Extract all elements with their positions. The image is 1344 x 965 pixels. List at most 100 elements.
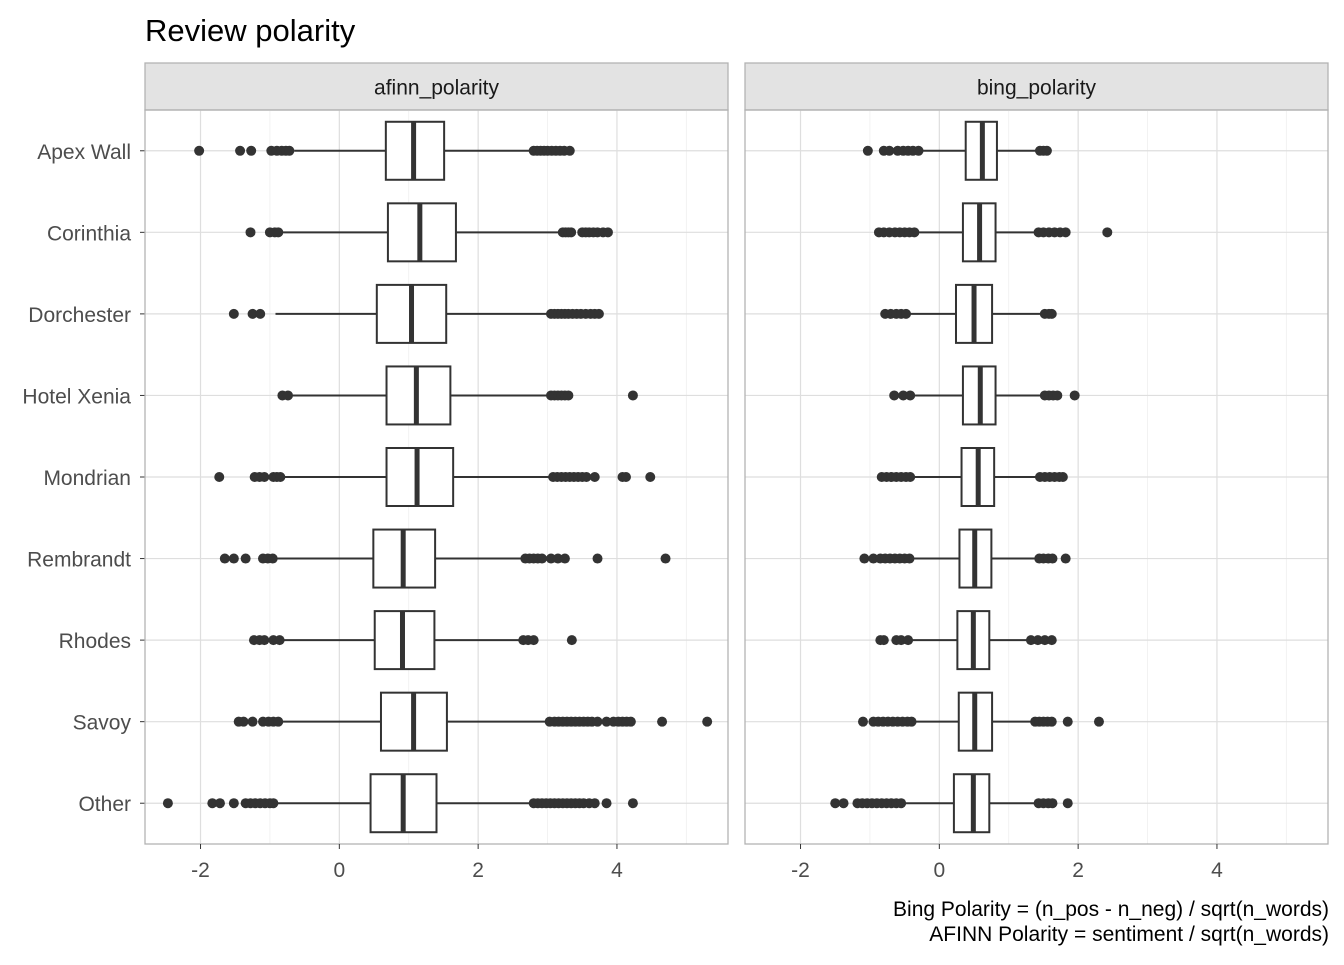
outlier-point <box>536 553 547 564</box>
caption-line-2: AFINN Polarity = sentiment / sqrt(n_word… <box>929 923 1329 946</box>
outlier-point <box>255 308 266 319</box>
outlier-point <box>830 798 841 809</box>
outlier-point <box>1062 798 1073 809</box>
outlier-point <box>602 227 613 238</box>
y-tick-label: Dorchester <box>28 304 131 327</box>
outlier-point <box>563 390 574 401</box>
outlier-point <box>581 472 592 482</box>
box-other <box>162 773 638 834</box>
outlier-point <box>245 227 256 238</box>
outlier-point <box>601 716 612 727</box>
outlier-point <box>589 472 600 482</box>
outlier-point <box>1047 798 1058 809</box>
outlier-point <box>903 635 914 646</box>
outlier-point <box>1062 716 1073 727</box>
x-tick-label: 4 <box>1211 859 1223 882</box>
facet-label: bing_polarity <box>977 77 1097 100</box>
box-hotel-xenia <box>277 365 638 426</box>
y-tick-label: Apex Wall <box>37 141 131 164</box>
outlier-point <box>868 553 879 564</box>
outlier-point <box>627 390 638 401</box>
facet-strip <box>744 62 1329 111</box>
outlier-point <box>1039 635 1050 646</box>
outlier-point <box>247 716 258 727</box>
outlier-point <box>228 553 239 564</box>
outlier-point <box>219 553 230 564</box>
outlier-point <box>566 227 577 238</box>
outlier-point <box>238 716 249 727</box>
box-hotel-xenia <box>889 365 1080 426</box>
outlier-point <box>905 390 916 401</box>
outlier-point <box>1046 308 1057 319</box>
box-rhodes <box>875 610 1057 671</box>
outlier-point <box>559 553 570 564</box>
outlier-point <box>901 308 912 319</box>
x-tick-label: 2 <box>472 859 484 882</box>
x-tick-label: 0 <box>333 859 345 882</box>
y-tick-label: Other <box>78 793 131 816</box>
outlier-point <box>246 145 257 156</box>
outlier-point <box>1093 716 1104 727</box>
panel-border <box>144 109 729 845</box>
iqr-box <box>385 447 455 507</box>
panel-border <box>744 109 1329 845</box>
outlier-point <box>235 145 246 156</box>
x-tick-label: 4 <box>611 859 623 882</box>
outlier-point <box>1069 390 1080 401</box>
x-tick-label: 2 <box>1072 859 1084 882</box>
outlier-point <box>1060 227 1071 238</box>
box-corinthia <box>245 202 613 263</box>
outlier-point <box>913 145 924 156</box>
outlier-point <box>859 553 870 564</box>
outlier-point <box>593 308 604 319</box>
box-dorchester <box>228 283 604 344</box>
outlier-point <box>1057 472 1068 482</box>
outlier-point <box>1041 145 1052 156</box>
outlier-point <box>1060 553 1071 564</box>
outlier-point <box>1025 635 1036 646</box>
box-dorchester <box>880 283 1057 344</box>
outlier-point <box>259 472 270 482</box>
x-tick-label: -2 <box>191 859 210 882</box>
box-savoy <box>857 691 1104 752</box>
plot-layer: Apex Wall Corinthia Dorchester Hotel Xenia M… <box>22 62 1329 882</box>
outlier-point <box>909 227 920 238</box>
outlier-point <box>267 553 278 564</box>
outlier-point <box>566 635 577 646</box>
outlier-point <box>162 798 173 809</box>
box-rembrandt <box>859 528 1071 589</box>
y-tick-label: Rhodes <box>59 630 131 653</box>
outlier-point <box>268 798 279 809</box>
outlier-point <box>620 472 631 482</box>
outlier-point <box>657 716 668 727</box>
outlier-point <box>214 472 225 482</box>
outlier-point <box>207 798 218 809</box>
caption-line-1: Bing Polarity = (n_pos - n_neg) / sqrt(n… <box>893 898 1329 921</box>
outlier-point <box>1047 553 1058 564</box>
outlier-point <box>284 145 295 156</box>
outlier-point <box>702 716 713 727</box>
x-tick-label: 0 <box>933 859 945 882</box>
outlier-point <box>1052 390 1063 401</box>
outlier-point <box>546 553 557 564</box>
outlier-point <box>273 716 284 727</box>
facet-label: afinn_polarity <box>374 77 499 100</box>
outlier-point <box>528 635 539 646</box>
outlier-point <box>904 553 915 564</box>
outlier-point <box>275 472 286 482</box>
outlier-point <box>247 308 258 319</box>
outlier-point <box>1046 716 1057 727</box>
outlier-point <box>589 798 600 809</box>
box-savoy <box>233 691 713 752</box>
outlier-point <box>906 716 917 727</box>
y-tick-label: Savoy <box>73 712 132 735</box>
outlier-point <box>889 390 900 401</box>
box-apex-wall <box>862 120 1052 181</box>
outlier-point <box>625 716 636 727</box>
outlier-point <box>259 635 270 646</box>
outlier-point <box>645 472 656 482</box>
outlier-point <box>552 553 563 564</box>
outlier-point <box>884 145 895 156</box>
